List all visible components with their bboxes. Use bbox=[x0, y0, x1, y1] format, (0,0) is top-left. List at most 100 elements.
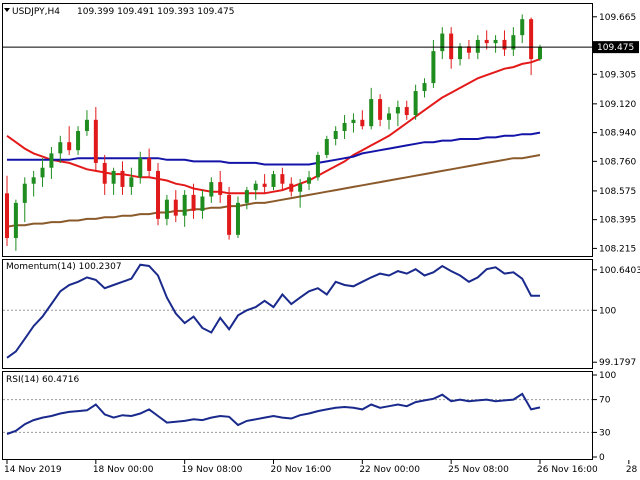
price-tick-label: 109.665 bbox=[599, 13, 636, 23]
candle bbox=[529, 17, 534, 76]
candle bbox=[218, 170, 223, 203]
candle-body bbox=[218, 182, 223, 195]
candle bbox=[386, 107, 391, 130]
candle-body bbox=[493, 39, 498, 44]
candle bbox=[298, 178, 303, 208]
current-price-label: 109.475 bbox=[597, 43, 634, 53]
candle-body bbox=[360, 119, 365, 127]
candle-body bbox=[271, 174, 276, 187]
candle-body bbox=[22, 183, 27, 203]
time-tick-label: 25 Nov 08:00 bbox=[448, 465, 509, 475]
candle bbox=[67, 126, 72, 155]
dropdown-triangle-icon[interactable] bbox=[4, 8, 10, 12]
candle-body bbox=[395, 107, 400, 114]
candle bbox=[262, 174, 267, 194]
candle bbox=[209, 177, 214, 203]
candle-body bbox=[413, 91, 418, 116]
candle-body bbox=[191, 194, 196, 211]
candle-body bbox=[164, 199, 169, 219]
candle bbox=[13, 199, 18, 251]
candle-body bbox=[93, 119, 98, 163]
candle bbox=[431, 39, 436, 88]
candle-body bbox=[422, 83, 427, 92]
price-tick-label: 109.120 bbox=[599, 100, 636, 110]
candle-body bbox=[404, 107, 409, 116]
candle-body bbox=[386, 113, 391, 120]
momentum-series bbox=[6, 263, 540, 359]
candle bbox=[129, 167, 134, 195]
candle-body bbox=[449, 33, 454, 60]
candle bbox=[235, 196, 240, 239]
momentum-line bbox=[6, 263, 540, 359]
rsi-panel-frame bbox=[2, 371, 593, 460]
candle bbox=[484, 30, 489, 50]
candle-body bbox=[431, 51, 436, 84]
candle bbox=[289, 177, 294, 197]
candle bbox=[511, 27, 516, 56]
candle bbox=[49, 146, 54, 179]
price-tick-label: 108.940 bbox=[599, 129, 636, 139]
candle-body bbox=[502, 39, 507, 50]
rsi-tick-label: 0 bbox=[599, 453, 605, 463]
rsi-axis: 100 70 30 0 bbox=[593, 371, 616, 463]
candle-body bbox=[342, 123, 347, 131]
candle-body bbox=[5, 193, 9, 239]
candles bbox=[5, 14, 542, 251]
symbol-label: USDJPY,H4 bbox=[12, 7, 60, 17]
rsi-tick-label: 30 bbox=[599, 428, 611, 438]
candle-body bbox=[378, 99, 383, 120]
price-tick-label: 108.760 bbox=[599, 157, 636, 167]
candle bbox=[182, 190, 187, 227]
candle-body bbox=[40, 167, 45, 178]
candle bbox=[227, 186, 232, 240]
candle bbox=[440, 27, 445, 60]
candle-body bbox=[182, 194, 187, 216]
price-tick-label: 108.395 bbox=[599, 216, 636, 226]
candle-body bbox=[298, 183, 303, 192]
candle bbox=[164, 194, 169, 226]
candle-body bbox=[120, 170, 125, 187]
candle-body bbox=[529, 19, 534, 60]
candle bbox=[76, 126, 81, 155]
candle bbox=[502, 30, 507, 56]
price-tick-label: 108.575 bbox=[599, 187, 636, 197]
candle bbox=[422, 78, 427, 98]
candle bbox=[271, 170, 276, 191]
candle bbox=[466, 39, 471, 60]
candle bbox=[111, 167, 116, 195]
candle-body bbox=[369, 99, 374, 127]
candle bbox=[200, 190, 205, 219]
candle-body bbox=[511, 35, 516, 50]
candle-body bbox=[129, 177, 134, 187]
candle-body bbox=[58, 142, 63, 154]
candle bbox=[413, 84, 418, 120]
candle-body bbox=[289, 183, 294, 192]
candle-body bbox=[76, 131, 81, 151]
candle bbox=[449, 27, 454, 69]
candle-body bbox=[111, 170, 116, 184]
candle-body bbox=[262, 183, 267, 187]
candle-body bbox=[538, 47, 542, 60]
momentum-tick-label: 99.1797 bbox=[599, 358, 636, 368]
time-tick-label: 20 Nov 16:00 bbox=[271, 465, 332, 475]
time-tick-label: 14 Nov 2019 bbox=[4, 465, 62, 475]
candle bbox=[22, 177, 27, 223]
price-tick-label: 109.305 bbox=[599, 70, 636, 80]
candle-body bbox=[307, 177, 312, 184]
candle bbox=[244, 186, 249, 210]
rsi-tick-label: 70 bbox=[599, 396, 611, 406]
candle-body bbox=[67, 142, 72, 151]
price-tick-label: 108.215 bbox=[599, 244, 636, 254]
candle-body bbox=[102, 162, 107, 184]
candle bbox=[520, 14, 525, 44]
candle-body bbox=[235, 202, 240, 235]
candle bbox=[191, 183, 196, 219]
candle bbox=[307, 170, 312, 191]
candle-body bbox=[351, 119, 356, 124]
ma-mid-line bbox=[7, 131, 541, 166]
rsi-title: RSI(14) 60.4716 bbox=[6, 375, 79, 385]
moving-averages bbox=[6, 58, 541, 228]
time-tick-label: 19 Nov 08:00 bbox=[182, 465, 243, 475]
candle-body bbox=[31, 177, 36, 184]
ohlc-label: 109.399 109.491 109.393 109.475 bbox=[77, 7, 234, 17]
